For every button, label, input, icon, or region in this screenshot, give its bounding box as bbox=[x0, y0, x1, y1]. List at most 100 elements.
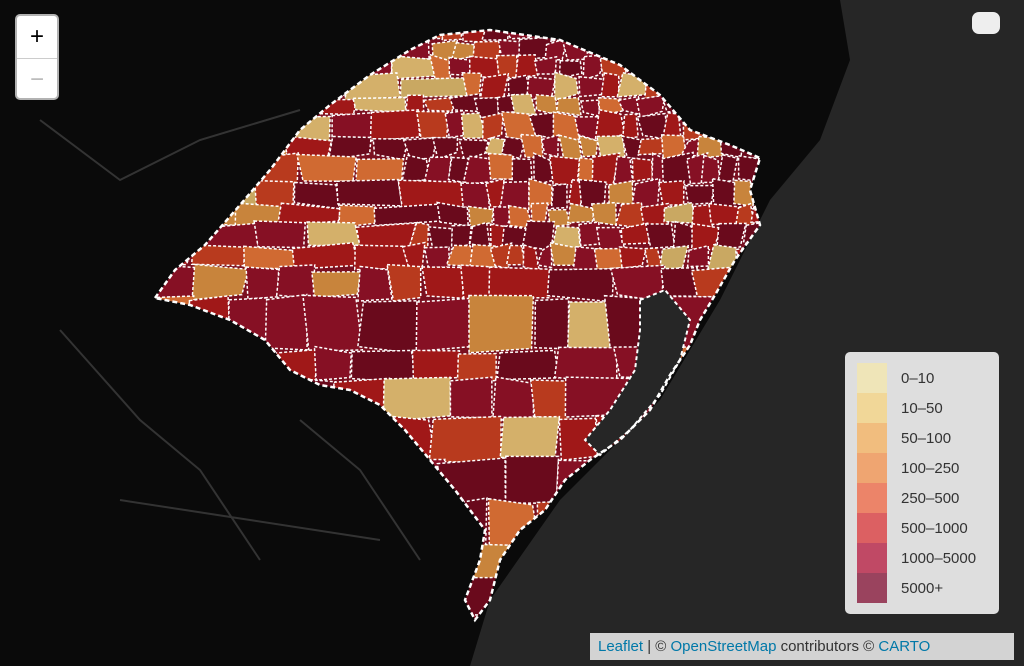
municipality bbox=[191, 263, 250, 301]
municipality bbox=[401, 241, 426, 272]
municipality bbox=[458, 138, 490, 162]
municipality bbox=[533, 55, 558, 75]
attribution-text: contributors © bbox=[780, 638, 875, 655]
municipality bbox=[578, 75, 610, 98]
municipality bbox=[578, 178, 607, 211]
municipality bbox=[558, 59, 583, 80]
municipality bbox=[445, 244, 479, 268]
legend-swatch bbox=[857, 423, 887, 453]
municipality bbox=[579, 99, 601, 118]
municipality bbox=[636, 112, 670, 141]
municipality bbox=[291, 241, 360, 271]
legend-swatch bbox=[857, 483, 887, 513]
carto-link[interactable]: CARTO bbox=[878, 638, 931, 655]
municipality bbox=[428, 53, 452, 80]
municipality bbox=[386, 263, 422, 302]
municipality bbox=[276, 202, 342, 228]
municipality bbox=[635, 94, 667, 119]
municipality bbox=[253, 220, 307, 249]
municipality bbox=[431, 136, 459, 160]
municipality bbox=[482, 111, 505, 142]
municipality bbox=[449, 376, 493, 419]
municipality bbox=[661, 151, 694, 187]
municipality bbox=[488, 266, 552, 299]
legend-item: 5000+ bbox=[857, 573, 987, 603]
municipality bbox=[402, 136, 438, 160]
municipality bbox=[373, 203, 444, 227]
leaflet-link[interactable]: Leaflet bbox=[598, 638, 644, 655]
municipality bbox=[499, 180, 530, 210]
municipality bbox=[558, 134, 583, 161]
legend-label: 10–50 bbox=[901, 399, 943, 417]
legend-swatch bbox=[857, 513, 887, 543]
municipality bbox=[578, 134, 599, 158]
legend-label: 500–1000 bbox=[901, 519, 968, 537]
municipality bbox=[500, 135, 527, 160]
municipality bbox=[397, 179, 470, 211]
municipality bbox=[717, 153, 739, 183]
legend-item: 500–1000 bbox=[857, 513, 987, 543]
municipality bbox=[302, 294, 364, 353]
municipality bbox=[644, 223, 676, 250]
legend-item: 1000–5000 bbox=[857, 543, 987, 573]
legend-swatch bbox=[857, 453, 887, 483]
municipality bbox=[686, 244, 710, 268]
legend-swatch bbox=[857, 543, 887, 573]
municipality bbox=[496, 93, 516, 116]
municipality bbox=[357, 265, 393, 302]
legend-swatch bbox=[857, 573, 887, 603]
municipality bbox=[399, 77, 470, 99]
municipality bbox=[336, 178, 403, 207]
municipality bbox=[566, 202, 596, 224]
municipality bbox=[696, 135, 726, 160]
legend-label: 250–500 bbox=[901, 489, 960, 507]
osm-link[interactable]: OpenStreetMap bbox=[670, 638, 777, 655]
municipality bbox=[450, 41, 476, 62]
municipality bbox=[313, 345, 353, 382]
zoom-out-button[interactable]: − bbox=[17, 58, 57, 101]
attribution-text: | © bbox=[647, 638, 667, 655]
municipality bbox=[573, 116, 601, 142]
municipality bbox=[618, 246, 648, 270]
municipality bbox=[460, 112, 488, 140]
municipality bbox=[716, 222, 747, 252]
legend-item: 250–500 bbox=[857, 483, 987, 513]
municipality bbox=[415, 297, 474, 353]
municipality bbox=[631, 157, 654, 183]
municipality bbox=[504, 455, 560, 504]
layer-toggle[interactable] bbox=[972, 12, 1000, 34]
municipality bbox=[558, 417, 599, 462]
municipality bbox=[444, 109, 466, 139]
municipality bbox=[190, 244, 247, 267]
municipality bbox=[691, 203, 714, 228]
municipality bbox=[382, 376, 452, 423]
municipality bbox=[411, 349, 461, 381]
municipality bbox=[427, 226, 454, 250]
municipality bbox=[404, 94, 425, 116]
attribution: Leaflet | © OpenStreetMap contributors ©… bbox=[590, 633, 1014, 660]
legend-label: 0–10 bbox=[901, 369, 935, 387]
municipality bbox=[275, 264, 316, 300]
municipality bbox=[530, 202, 549, 225]
legend-item: 10–50 bbox=[857, 393, 987, 423]
municipality bbox=[484, 177, 505, 211]
municipality bbox=[517, 36, 554, 61]
borders bbox=[39, 109, 421, 561]
municipality bbox=[422, 96, 458, 113]
municipality bbox=[672, 220, 697, 249]
municipality bbox=[658, 180, 685, 207]
municipality bbox=[550, 183, 568, 210]
municipality bbox=[428, 415, 502, 465]
legend-label: 5000+ bbox=[901, 579, 944, 597]
legend-item: 0–10 bbox=[857, 363, 987, 393]
municipality bbox=[468, 221, 491, 249]
municipality bbox=[546, 267, 615, 303]
municipality bbox=[684, 184, 716, 206]
municipality bbox=[421, 266, 464, 300]
municipality bbox=[295, 153, 358, 183]
municipality bbox=[500, 110, 536, 142]
zoom-in-button[interactable]: + bbox=[29, 23, 44, 50]
municipality bbox=[491, 376, 535, 422]
municipality bbox=[660, 266, 698, 298]
